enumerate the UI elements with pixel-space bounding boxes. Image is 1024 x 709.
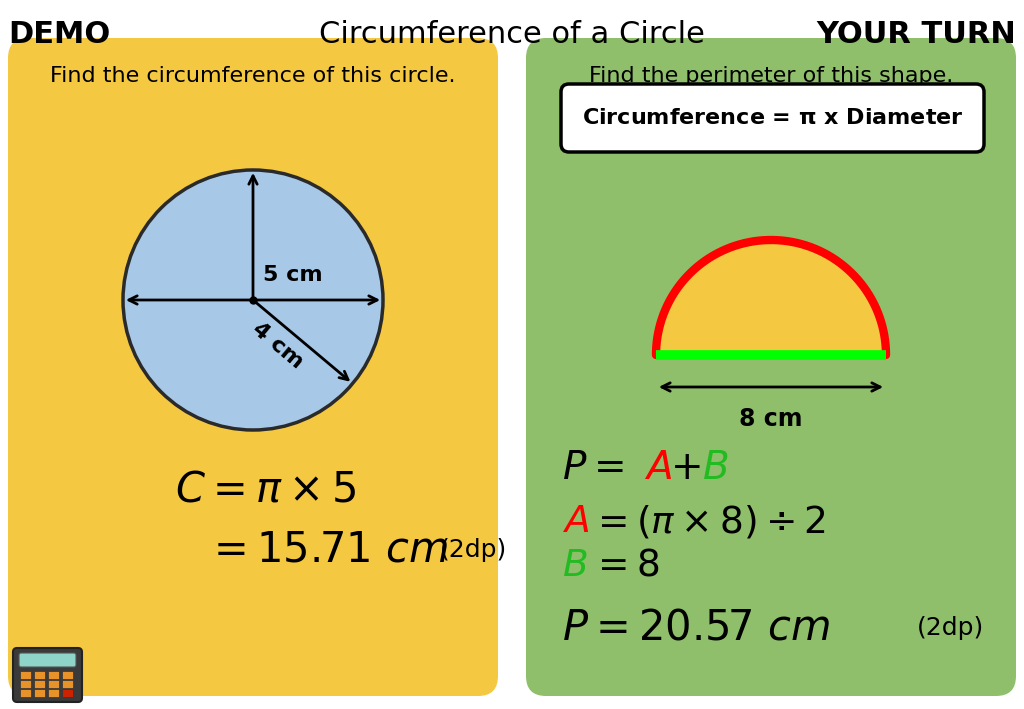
Text: DEMO: DEMO <box>8 20 111 49</box>
Text: $P = $: $P = $ <box>562 449 624 487</box>
Text: $B$: $B$ <box>702 449 728 487</box>
FancyBboxPatch shape <box>526 38 1016 696</box>
FancyBboxPatch shape <box>62 689 74 698</box>
FancyBboxPatch shape <box>20 681 32 688</box>
Text: $A$: $A$ <box>562 504 589 540</box>
Text: (2dp): (2dp) <box>918 616 984 640</box>
Text: 8 cm: 8 cm <box>739 407 803 431</box>
Text: YOUR TURN: YOUR TURN <box>816 20 1016 49</box>
FancyBboxPatch shape <box>35 689 45 698</box>
Text: Circumference = $\mathbf{\pi}$ x Diameter: Circumference = $\mathbf{\pi}$ x Diamete… <box>582 108 964 128</box>
FancyBboxPatch shape <box>62 671 74 679</box>
Text: Circumference of a Circle: Circumference of a Circle <box>319 20 705 49</box>
FancyBboxPatch shape <box>13 648 82 702</box>
FancyBboxPatch shape <box>20 689 32 698</box>
Text: $B$: $B$ <box>562 548 588 584</box>
Text: (2dp): (2dp) <box>440 538 507 562</box>
FancyBboxPatch shape <box>35 671 45 679</box>
FancyBboxPatch shape <box>8 38 498 696</box>
Text: $A$: $A$ <box>644 449 672 487</box>
FancyBboxPatch shape <box>35 681 45 688</box>
Text: $= 8$: $= 8$ <box>590 548 659 584</box>
FancyBboxPatch shape <box>48 689 59 698</box>
Text: Find the perimeter of this shape.: Find the perimeter of this shape. <box>589 66 953 86</box>
Polygon shape <box>656 240 886 355</box>
Text: 5 cm: 5 cm <box>263 265 323 285</box>
Text: $+ $: $+ $ <box>670 449 700 487</box>
FancyBboxPatch shape <box>48 671 59 679</box>
Text: Find the circumference of this circle.: Find the circumference of this circle. <box>50 66 456 86</box>
Text: 4 cm: 4 cm <box>249 319 307 372</box>
Text: $P = 20.57\ \mathit{cm}$: $P = 20.57\ \mathit{cm}$ <box>562 607 830 649</box>
FancyBboxPatch shape <box>561 84 984 152</box>
Text: $= (\pi \times 8) \div 2$: $= (\pi \times 8) \div 2$ <box>590 503 826 540</box>
FancyBboxPatch shape <box>19 653 76 667</box>
Text: $C = \pi \times 5$: $C = \pi \times 5$ <box>175 469 356 511</box>
Text: $= 15.71\ \mathit{cm}$: $= 15.71\ \mathit{cm}$ <box>205 529 449 571</box>
FancyBboxPatch shape <box>62 681 74 688</box>
Circle shape <box>123 170 383 430</box>
FancyBboxPatch shape <box>20 671 32 679</box>
FancyBboxPatch shape <box>48 681 59 688</box>
